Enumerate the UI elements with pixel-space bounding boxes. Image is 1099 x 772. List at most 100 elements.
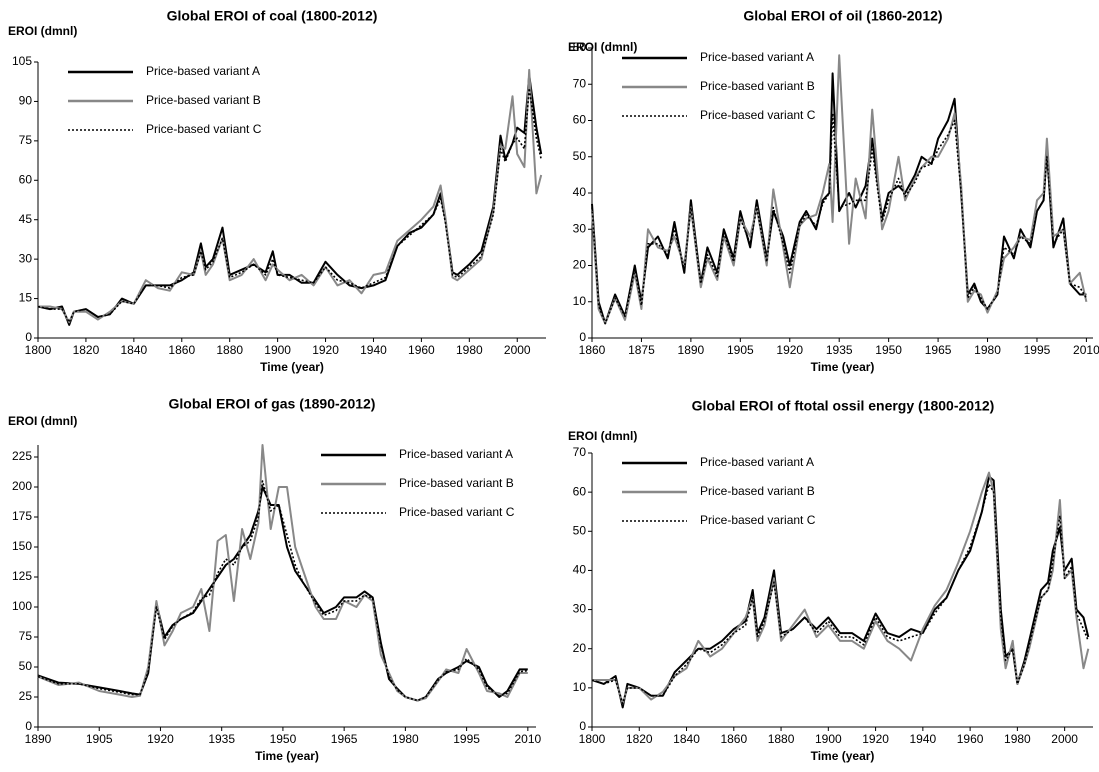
y-tick-label: 0	[25, 330, 32, 344]
x-tick-label: 1920	[862, 732, 889, 746]
y-tick-label: 30	[573, 221, 587, 235]
x-tick-label: 2000	[1051, 732, 1078, 746]
x-tick-label: 1960	[957, 732, 984, 746]
y-tick-label: 125	[12, 569, 32, 583]
x-tick-label: 1800	[579, 732, 606, 746]
y-tick-label: 90	[19, 94, 33, 108]
legend-label: Price-based variant C	[700, 108, 816, 122]
y-axis-title: EROI (dmnl)	[568, 429, 637, 443]
y-tick-label: 175	[12, 509, 32, 523]
x-tick-label: 1950	[270, 732, 297, 746]
legend-label: Price-based variant A	[146, 64, 260, 78]
chart-title: Global EROI of gas (1890-2012)	[169, 396, 376, 412]
y-axis-title: EROI (dmnl)	[8, 414, 77, 428]
x-tick-label: 1980	[1004, 732, 1031, 746]
legend-label: Price-based variant B	[146, 93, 261, 107]
x-tick-label: 1900	[815, 732, 842, 746]
legend-label: Price-based variant C	[146, 122, 262, 136]
series-line	[591, 112, 1088, 325]
y-tick-label: 105	[12, 54, 32, 68]
series-line	[591, 475, 1090, 709]
y-tick-label: 30	[19, 251, 33, 265]
x-tick-label: 1920	[776, 343, 803, 357]
x-tick-label: 1820	[73, 343, 100, 357]
x-tick-label: 1800	[25, 343, 52, 357]
y-tick-label: 0	[579, 719, 586, 733]
y-tick-label: 40	[573, 185, 587, 199]
x-tick-label: 1840	[673, 732, 700, 746]
x-tick-label: 1905	[86, 732, 113, 746]
y-axis-title: EROI (dmnl)	[568, 40, 637, 54]
y-tick-label: 60	[573, 484, 587, 498]
legend-label: Price-based variant C	[399, 505, 515, 519]
legend-label: Price-based variant A	[700, 455, 814, 469]
chart-title: Global EROI of ftotal ossil energy (1800…	[692, 398, 995, 414]
x-axis-title: Time (year)	[260, 360, 324, 374]
x-tick-label: 1860	[168, 343, 195, 357]
chart-title: Global EROI of oil (1860-2012)	[743, 8, 942, 24]
legend-label: Price-based variant A	[399, 447, 513, 461]
y-tick-label: 200	[12, 479, 32, 493]
y-tick-label: 70	[573, 76, 587, 90]
y-tick-label: 50	[573, 523, 587, 537]
x-tick-label: 2010	[514, 732, 541, 746]
x-tick-label: 1890	[678, 343, 705, 357]
y-tick-label: 15	[19, 291, 33, 305]
y-tick-label: 0	[25, 719, 32, 733]
legend-label: Price-based variant B	[700, 484, 815, 498]
x-tick-label: 1980	[392, 732, 419, 746]
x-tick-label: 1900	[264, 343, 291, 357]
x-tick-label: 1875	[628, 343, 655, 357]
y-tick-label: 50	[19, 659, 33, 673]
y-tick-label: 75	[19, 133, 33, 147]
legend-label: Price-based variant B	[700, 79, 815, 93]
y-tick-label: 100	[12, 599, 32, 613]
legend-label: Price-based variant A	[700, 50, 814, 64]
y-tick-label: 30	[573, 602, 587, 616]
x-axis-title: Time (year)	[811, 749, 875, 763]
x-axis-title: Time (year)	[255, 749, 319, 763]
x-tick-label: 1935	[208, 732, 235, 746]
chart-title: Global EROI of coal (1800-2012)	[167, 8, 378, 24]
x-tick-label: 1860	[720, 732, 747, 746]
legend-label: Price-based variant B	[399, 476, 514, 490]
x-tick-label: 1890	[25, 732, 52, 746]
x-tick-label: 1995	[1024, 343, 1051, 357]
x-tick-label: 1920	[147, 732, 174, 746]
x-tick-label: 1940	[360, 343, 387, 357]
x-tick-label: 2010	[1073, 343, 1099, 357]
x-tick-label: 1965	[331, 732, 358, 746]
x-tick-label: 1995	[453, 732, 480, 746]
legend-label: Price-based variant C	[700, 513, 816, 527]
series-line	[37, 480, 528, 702]
y-tick-label: 20	[573, 641, 587, 655]
y-tick-label: 75	[19, 629, 33, 643]
x-tick-label: 1905	[727, 343, 754, 357]
x-tick-label: 1980	[456, 343, 483, 357]
y-tick-label: 40	[573, 563, 587, 577]
x-tick-label: 1920	[312, 343, 339, 357]
x-tick-label: 1965	[925, 343, 952, 357]
y-tick-label: 0	[579, 330, 586, 344]
y-tick-label: 25	[19, 689, 33, 703]
x-tick-label: 1980	[974, 343, 1001, 357]
y-tick-label: 10	[573, 294, 587, 308]
y-axis-title: EROI (dmnl)	[8, 24, 77, 38]
series-line	[37, 87, 542, 323]
x-tick-label: 1820	[626, 732, 653, 746]
y-tick-label: 80	[573, 40, 587, 54]
y-tick-label: 60	[573, 113, 587, 127]
series-line	[591, 483, 1090, 705]
x-tick-label: 1950	[875, 343, 902, 357]
x-tick-label: 1880	[216, 343, 243, 357]
x-tick-label: 1880	[768, 732, 795, 746]
series-line	[38, 68, 543, 324]
series-line	[37, 74, 543, 326]
y-tick-label: 20	[573, 258, 587, 272]
x-tick-label: 1860	[579, 343, 606, 357]
x-tick-label: 1935	[826, 343, 853, 357]
y-tick-label: 50	[573, 149, 587, 163]
x-tick-label: 2000	[504, 343, 531, 357]
y-tick-label: 225	[12, 449, 32, 463]
